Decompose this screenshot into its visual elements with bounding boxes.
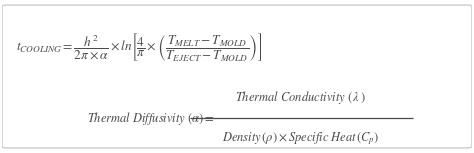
Text: $\mathit{Thermal\ Conductivity\ (\,\lambda\,)}$: $\mathit{Thermal\ Conductivity\ (\,\lamb… <box>235 89 366 106</box>
Text: $\mathit{Thermal\ Diffusivity\ (\alpha) =}$: $\mathit{Thermal\ Diffusivity\ (\alpha) … <box>87 110 214 127</box>
Text: $\mathit{Density\,(\rho) \times Specific\ Heat\,(C_p)}$: $\mathit{Density\,(\rho) \times Specific… <box>222 131 379 147</box>
FancyBboxPatch shape <box>2 5 472 148</box>
Text: $t_{COOLING} = \dfrac{h^2}{2\pi \times \alpha} \times ln\left[\dfrac{4}{\pi} \ti: $t_{COOLING} = \dfrac{h^2}{2\pi \times \… <box>16 31 262 63</box>
